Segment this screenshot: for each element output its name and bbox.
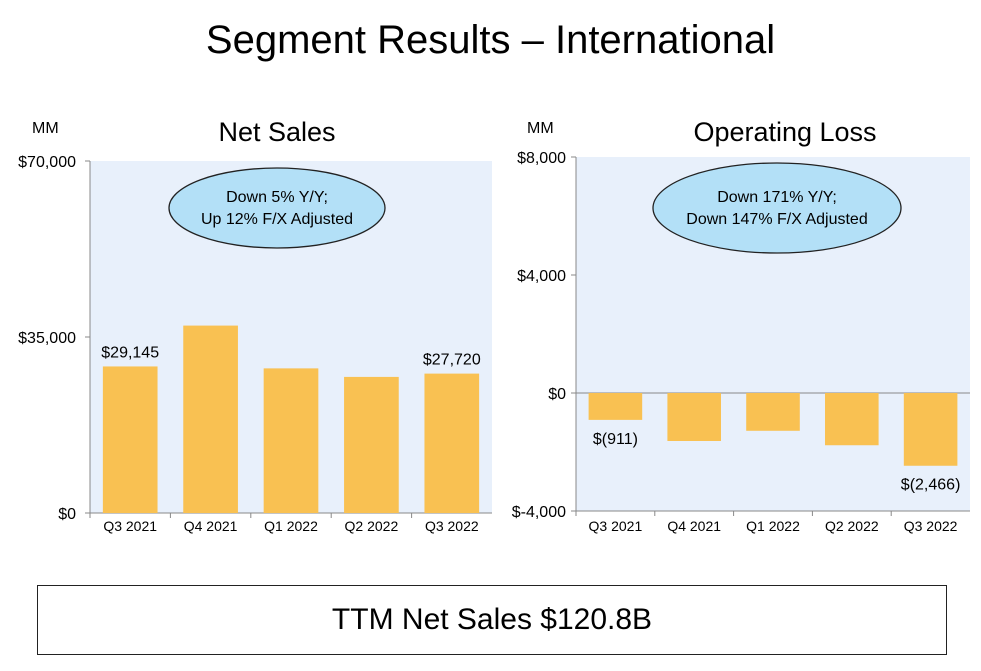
operating-loss-bar: [903, 393, 958, 466]
operating-loss-callout-ellipse: [652, 162, 902, 254]
net-sales-bar: [344, 376, 399, 513]
operating-loss-title: Operating Loss: [693, 117, 876, 147]
operating-loss-category-label: Q3 2022: [904, 518, 958, 534]
net-sales-category-label: Q1 2022: [264, 518, 318, 534]
ttm-net-sales-box: TTM Net Sales $120.8B: [37, 585, 947, 655]
operating-loss-category-label: Q4 2021: [667, 518, 721, 534]
operating-loss-bar: [588, 393, 643, 420]
net-sales-y-tick-label: $35,000: [18, 330, 76, 347]
operating-loss-category-label: Q3 2021: [589, 518, 643, 534]
operating-loss-y-tick-label: $8,000: [517, 150, 566, 167]
operating-loss-callout-text: Down 147% F/X Adjusted: [686, 211, 867, 228]
net-sales-callout-text: Up 12% F/X Adjusted: [201, 211, 353, 228]
net-sales-category-label: Q3 2021: [103, 518, 157, 534]
net-sales-data-label: $29,145: [101, 344, 159, 361]
net-sales-title: Net Sales: [218, 117, 335, 147]
net-sales-category-label: Q3 2022: [425, 518, 479, 534]
slide-title: Segment Results – International: [205, 18, 776, 62]
net-sales-bar: [183, 325, 238, 513]
net-sales-category-label: Q4 2021: [184, 518, 238, 534]
net-sales-callout-ellipse: [168, 167, 386, 249]
net-sales-bar: [263, 368, 319, 513]
operating-loss-category-label: Q1 2022: [746, 518, 800, 534]
operating-loss-y-tick-label: $4,000: [517, 268, 566, 285]
net-sales-callout-text: Down 5% Y/Y;: [226, 189, 328, 206]
ttm-net-sales-text: TTM Net Sales $120.8B: [331, 603, 653, 636]
operating-loss-data-label: $(2,466): [901, 477, 961, 494]
net-sales-bar: [424, 373, 480, 513]
net-sales-y-tick-label: $0: [58, 506, 76, 523]
operating-loss-y-tick-label: $-4,000: [512, 504, 566, 521]
net-sales-data-label: $27,720: [423, 352, 481, 369]
operating-loss-data-label: $(911): [593, 431, 638, 448]
net-sales-bar: [102, 366, 158, 513]
operating-loss-y-tick-label: $0: [548, 386, 566, 403]
operating-loss-callout-text: Down 171% Y/Y;: [717, 189, 837, 206]
net-sales-category-label: Q2 2022: [345, 518, 399, 534]
operating-loss-bar: [825, 393, 879, 446]
operating-loss-category-label: Q2 2022: [825, 518, 879, 534]
operating-loss-unit-label: MM: [527, 120, 554, 137]
net-sales-unit-label: MM: [32, 120, 59, 137]
operating-loss-bar: [667, 393, 721, 441]
net-sales-y-tick-label: $70,000: [18, 154, 76, 171]
operating-loss-bar: [746, 393, 800, 431]
